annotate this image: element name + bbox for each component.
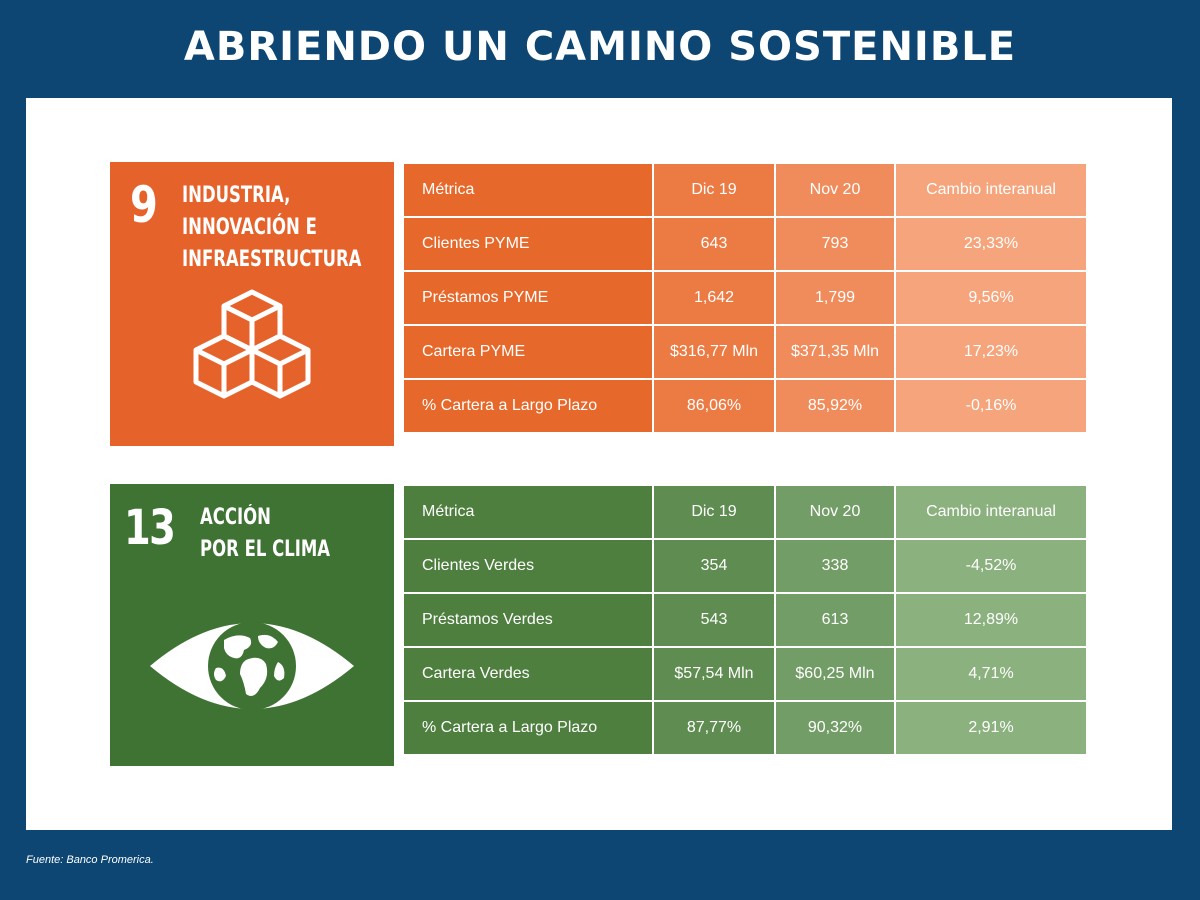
table-header-row: Métrica Dic 19 Nov 20 Cambio interanual	[402, 162, 1088, 218]
table-header-row: Métrica Dic 19 Nov 20 Cambio interanual	[402, 484, 1088, 540]
table-cell: $316,77 Mln	[652, 324, 776, 380]
page-title: ABRIENDO UN CAMINO SOSTENIBLE	[183, 24, 1017, 70]
sdg13-label: ACCIÓN POR EL CLIMA	[200, 502, 330, 566]
table-cell: 643	[652, 216, 776, 272]
table-cell: Cartera Verdes	[402, 646, 654, 702]
table-cell: 86,06%	[652, 378, 776, 434]
sdg13-metrics-table: Métrica Dic 19 Nov 20 Cambio interanual …	[402, 484, 1088, 756]
table-cell: 9,56%	[894, 270, 1088, 326]
table-row: Préstamos Verdes 543 613 12,89%	[402, 592, 1088, 648]
table-row: Clientes PYME 643 793 23,33%	[402, 216, 1088, 272]
table-cell: 354	[652, 538, 776, 594]
table-cell: $57,54 Mln	[652, 646, 776, 702]
header-cell: Cambio interanual	[894, 484, 1088, 540]
table-cell: $60,25 Mln	[774, 646, 896, 702]
table-cell: 1,799	[774, 270, 896, 326]
table-cell: Préstamos Verdes	[402, 592, 654, 648]
sdg9-number: 9	[130, 176, 158, 234]
table-cell: % Cartera a Largo Plazo	[402, 378, 654, 434]
sdg9-label: INDUSTRIA, INNOVACIÓN E INFRAESTRUCTURA	[182, 180, 361, 276]
table-cell: 85,92%	[774, 378, 896, 434]
header-cell: Nov 20	[774, 484, 896, 540]
sdg9-label-line: INNOVACIÓN E	[182, 215, 317, 240]
table-cell: Cartera PYME	[402, 324, 654, 380]
table-row: Cartera Verdes $57,54 Mln $60,25 Mln 4,7…	[402, 646, 1088, 702]
table-cell: 1,642	[652, 270, 776, 326]
sdg13-number: 13	[124, 500, 176, 556]
table-row: Cartera PYME $316,77 Mln $371,35 Mln 17,…	[402, 324, 1088, 380]
header-cell: Métrica	[402, 162, 654, 218]
table-cell: % Cartera a Largo Plazo	[402, 700, 654, 756]
sdg9-tile: 9 INDUSTRIA, INNOVACIÓN E INFRAESTRUCTUR…	[110, 162, 394, 446]
table-cell: 4,71%	[894, 646, 1088, 702]
table-cell: 793	[774, 216, 896, 272]
eye-globe-icon	[150, 622, 354, 710]
table-cell: -4,52%	[894, 538, 1088, 594]
sdg9-metrics-table: Métrica Dic 19 Nov 20 Cambio interanual …	[402, 162, 1088, 434]
sdg13-label-line: POR EL CLIMA	[200, 537, 331, 562]
header-cell: Métrica	[402, 484, 654, 540]
table-cell: 2,91%	[894, 700, 1088, 756]
table-cell: 87,77%	[652, 700, 776, 756]
table-cell: 613	[774, 592, 896, 648]
header-cell: Dic 19	[652, 162, 776, 218]
table-row: % Cartera a Largo Plazo 86,06% 85,92% -0…	[402, 378, 1088, 434]
table-cell: 17,23%	[894, 324, 1088, 380]
sdg13-label-line: ACCIÓN	[200, 505, 271, 530]
table-cell: 543	[652, 592, 776, 648]
table-cell: 90,32%	[774, 700, 896, 756]
table-row: Préstamos PYME 1,642 1,799 9,56%	[402, 270, 1088, 326]
sdg13-tile: 13 ACCIÓN POR EL CLIMA	[110, 484, 394, 766]
table-row: % Cartera a Largo Plazo 87,77% 90,32% 2,…	[402, 700, 1088, 756]
sdg9-label-line: INDUSTRIA,	[182, 183, 291, 208]
source-note: Fuente: Banco Promerica.	[26, 854, 154, 866]
table-row: Clientes Verdes 354 338 -4,52%	[402, 538, 1088, 594]
header-cell: Dic 19	[652, 484, 776, 540]
table-cell: $371,35 Mln	[774, 324, 896, 380]
sdg9-label-line: INFRAESTRUCTURA	[182, 247, 362, 272]
table-cell: -0,16%	[894, 378, 1088, 434]
table-cell: 12,89%	[894, 592, 1088, 648]
header-cell: Cambio interanual	[894, 162, 1088, 218]
header-cell: Nov 20	[774, 162, 896, 218]
table-cell: Clientes PYME	[402, 216, 654, 272]
stacked-cubes-icon	[193, 289, 311, 399]
table-cell: Préstamos PYME	[402, 270, 654, 326]
table-cell: Clientes Verdes	[402, 538, 654, 594]
table-cell: 338	[774, 538, 896, 594]
table-cell: 23,33%	[894, 216, 1088, 272]
